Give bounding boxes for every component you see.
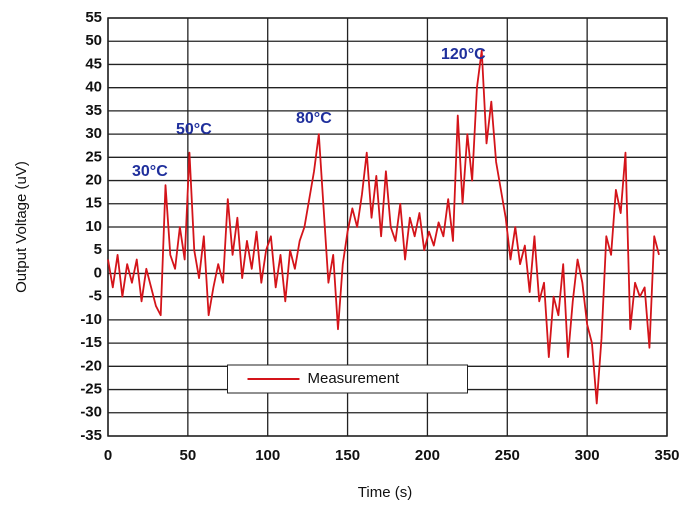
plot-frame [107, 17, 668, 437]
annotation: 30°C [132, 163, 168, 180]
annotation: 50°C [176, 121, 212, 138]
annotation: 120°C [441, 46, 486, 63]
x-tick-label: 200 [415, 447, 440, 464]
x-tick-label: 350 [654, 447, 679, 464]
x-tick-label: 0 [104, 447, 112, 464]
y-tick-label: -35 [80, 427, 102, 444]
y-tick-label: 55 [85, 9, 102, 26]
y-tick-label: 40 [85, 79, 102, 96]
y-tick-label: -15 [80, 334, 102, 351]
y-tick-label: -5 [89, 288, 102, 305]
y-axis-label: Output Voltage (uV) [13, 161, 30, 293]
x-axis-label: Time (s) [358, 484, 412, 501]
y-tick-label: 25 [85, 148, 102, 165]
data-line [107, 49, 660, 405]
y-tick-label: -20 [80, 357, 102, 374]
y-tick-label: 45 [85, 55, 102, 72]
y-tick-label: 10 [85, 218, 102, 235]
y-tick-label: 5 [94, 241, 102, 258]
y-tick-label: 15 [85, 195, 102, 212]
x-tick-label: 250 [495, 447, 520, 464]
y-tick-label: 35 [85, 102, 102, 119]
y-tick-label: 20 [85, 172, 102, 189]
y-tick-label: -10 [80, 311, 102, 328]
y-tick-label: -25 [80, 381, 102, 398]
y-tick-label: -30 [80, 404, 102, 421]
annotation: 80°C [296, 110, 332, 127]
y-tick-label: 0 [94, 264, 102, 281]
x-tick-label: 50 [180, 447, 197, 464]
legend-label: Measurement [308, 370, 401, 387]
y-tick-label: 30 [85, 125, 102, 142]
x-tick-label: 300 [575, 447, 600, 464]
x-tick-label: 150 [335, 447, 360, 464]
y-tick-label: 50 [85, 32, 102, 49]
x-tick-label: 100 [255, 447, 280, 464]
